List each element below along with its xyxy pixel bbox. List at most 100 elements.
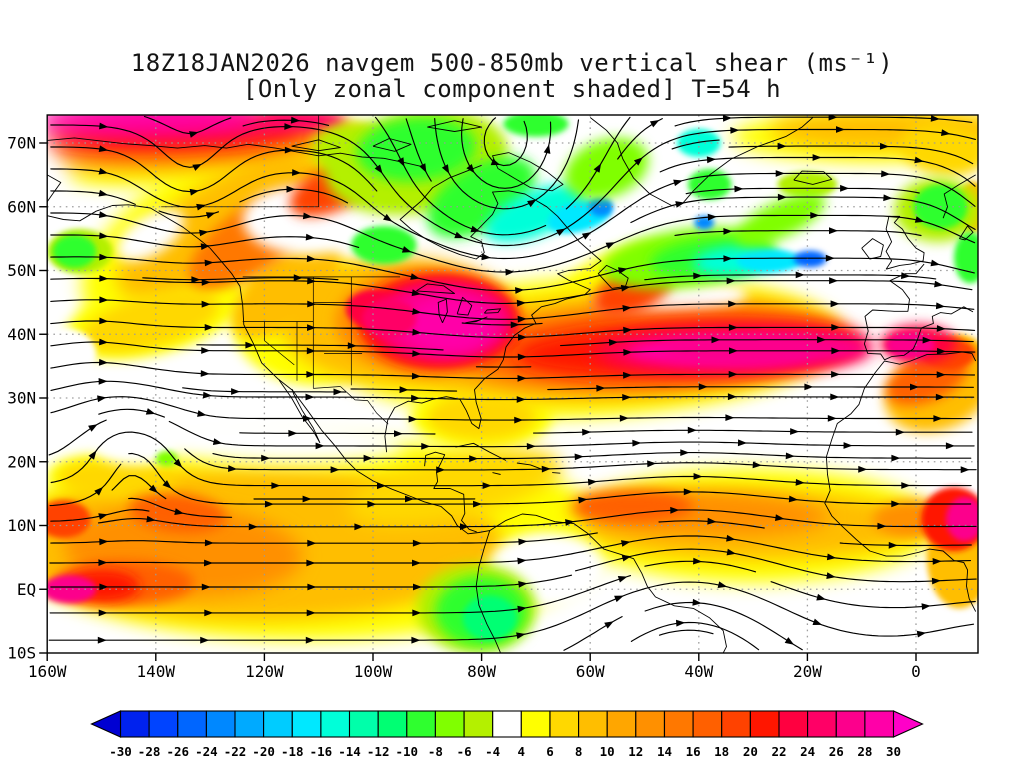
colorbar-segment <box>835 710 866 738</box>
coastline-path <box>465 316 488 324</box>
lat-tick-label: 40N <box>7 325 36 344</box>
shading-blob <box>484 184 587 243</box>
colorbar-segment <box>434 710 465 738</box>
colorbar-tick-label: -4 <box>485 744 500 759</box>
colorbar-segment <box>406 710 436 738</box>
streamline-arrowheads <box>261 449 901 462</box>
shading-blob <box>47 115 265 131</box>
colorbar-tick-label: 12 <box>628 744 643 759</box>
streamline-arrowheads <box>99 317 946 341</box>
colorbar-tick-label: -26 <box>167 744 190 759</box>
colorbar-right-arrow <box>892 710 924 738</box>
shading-blob <box>155 451 178 467</box>
coastline-path <box>47 204 502 653</box>
colorbar-tick-label: -10 <box>396 744 419 759</box>
shading-blob <box>736 249 802 273</box>
coastline-path <box>372 138 412 152</box>
border-path <box>313 386 341 389</box>
streamline-arrowheads <box>286 185 296 193</box>
streamline <box>644 274 937 281</box>
streamline <box>196 344 444 351</box>
colorbar-tick-label: -14 <box>338 744 361 759</box>
colorbar-segment <box>692 710 723 738</box>
streamline-arrowheads <box>593 163 602 173</box>
coastline-path <box>278 379 321 444</box>
border-path <box>340 386 389 425</box>
colorbar-tick-label: 14 <box>657 744 672 759</box>
coastline-path <box>824 360 977 612</box>
coastline-path <box>47 174 62 202</box>
streamline-arrowheads <box>490 158 501 166</box>
streamline <box>49 463 122 507</box>
colorbar-segment <box>119 710 150 738</box>
lat-tick-label: 10S <box>7 644 36 663</box>
streamline <box>674 230 922 237</box>
colorbar: -30 -28 -26 -24 -22 -20 -18 -16 -14 -12 -10 -8 -6 -4 4… <box>90 710 924 759</box>
shading-blob <box>589 197 613 217</box>
coastline-path <box>884 351 977 365</box>
colorbar-tick-label: 20 <box>743 744 758 759</box>
colorbar-tick-label: 6 <box>546 744 554 759</box>
lon-tick-label: 40W <box>684 662 713 681</box>
streamline <box>575 548 977 583</box>
colorbar-segment <box>663 710 694 738</box>
streamline-arrowheads <box>693 271 911 280</box>
shading-blob <box>954 232 978 284</box>
streamline-arrowheads <box>706 154 924 164</box>
colorbar-segment <box>177 710 207 738</box>
colorbar-tick-label: 30 <box>886 744 901 759</box>
shading-blob <box>503 115 569 137</box>
streamline <box>50 532 598 544</box>
streamline-arrowheads <box>205 212 216 219</box>
shading-blob <box>735 193 826 246</box>
streamline <box>728 145 974 165</box>
colorbar-segment <box>492 710 522 738</box>
streamline <box>434 118 580 210</box>
colorbar-segment <box>749 710 780 738</box>
streamline-arrowheads <box>98 358 946 382</box>
colorbar-segment <box>263 710 293 738</box>
coastline-path <box>489 513 727 653</box>
shading-blob <box>362 299 417 338</box>
streamline-arrowheads <box>98 513 108 520</box>
shading-blob <box>259 115 346 133</box>
colorbar-segment <box>606 710 637 738</box>
shading-blob <box>116 209 185 262</box>
streamline-arrowheads <box>675 193 893 208</box>
streamline-arrowheads <box>290 116 301 124</box>
streamline <box>563 616 623 651</box>
axis-ticks <box>39 142 917 661</box>
colorbar-tick-label: 24 <box>800 744 815 759</box>
streamline <box>461 322 543 326</box>
colorbar-segment <box>520 710 551 738</box>
shading-blob <box>47 575 96 604</box>
streamline <box>97 509 977 528</box>
streamline <box>839 542 972 547</box>
streamline-arrowheads <box>189 131 199 138</box>
streamline-arrowheads <box>98 378 945 403</box>
streamline-arrowheads <box>676 619 686 627</box>
coastline-path <box>291 139 341 152</box>
streamline-arrowheads <box>88 424 98 432</box>
streamline <box>50 190 136 205</box>
colorbar-segment <box>778 710 809 738</box>
streamline <box>658 629 714 636</box>
coastline-path <box>552 472 561 474</box>
colorbar-tick-label: 8 <box>575 744 583 759</box>
shading-blob <box>232 241 341 339</box>
coastline-path <box>516 462 543 470</box>
colorbar-segment <box>635 710 665 738</box>
lon-tick-label: 60W <box>576 662 605 681</box>
colorbar-segment <box>205 710 236 738</box>
colorbar-tick-label: -24 <box>195 744 218 759</box>
colorbar-tick-label: -6 <box>457 744 472 759</box>
lon-tick-label: 120W <box>245 662 284 681</box>
streamlines <box>48 115 977 651</box>
streamline <box>143 115 232 135</box>
shading-blob <box>462 595 517 641</box>
colorbar-segment <box>721 710 751 738</box>
colorbar-segment <box>807 710 837 738</box>
streamline <box>50 380 975 401</box>
streamline-arrowheads <box>399 386 409 394</box>
streamline-arrowheads <box>722 115 940 122</box>
